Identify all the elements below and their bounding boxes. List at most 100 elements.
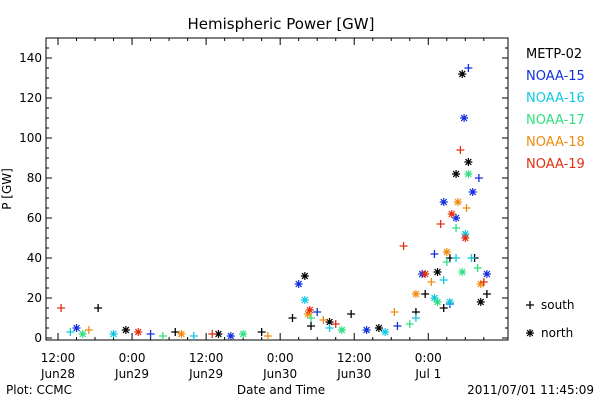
legend-entry: NOAA-16 (526, 91, 585, 106)
data-point-north (337, 326, 346, 334)
data-point-north (439, 198, 448, 206)
legend-entry: METP-02 (526, 47, 582, 62)
data-point-south (313, 308, 322, 316)
plot-frame (45, 37, 509, 341)
series-noaa-17 (78, 170, 482, 340)
data-point-south (331, 320, 340, 328)
data-point-south (430, 250, 439, 258)
data-point-south (411, 314, 420, 322)
marker-legend-symbol-south (526, 301, 534, 309)
data-point-north (300, 296, 309, 304)
x-axis: 12:00 Jun28 0:00 Jun29 12:00 Jun29 0:00 Jun30 12… (40, 38, 485, 381)
data-point-south (452, 254, 461, 262)
data-point-south (482, 290, 491, 298)
y-tick-label: 140 (19, 51, 42, 65)
x-tick-label-date: Jun30 (336, 367, 371, 381)
data-point-north (464, 170, 473, 178)
x-tick-label-date: Jun30 (262, 367, 297, 381)
data-point-north (482, 270, 491, 278)
data-point-north (460, 114, 469, 122)
data-point-north (411, 290, 420, 298)
data-point-south (456, 146, 465, 154)
data-point-south (189, 332, 198, 340)
x-tick-label-time: 0:00 (267, 351, 294, 365)
data-point-south (427, 278, 436, 286)
data-point-south (390, 308, 399, 316)
y-tick-label: 60 (27, 211, 42, 225)
data-point-south (473, 264, 482, 272)
data-point-north (464, 158, 473, 166)
data-point-south (436, 220, 445, 228)
data-point-south (146, 330, 155, 338)
data-point-south (171, 328, 180, 336)
data-point-south (467, 254, 476, 262)
data-point-south (208, 330, 217, 338)
data-point-south (347, 310, 356, 318)
data-point-south (84, 326, 93, 334)
y-tick-label: 100 (19, 131, 42, 145)
data-point-north (476, 280, 485, 288)
legend-entry: NOAA-17 (526, 113, 585, 128)
x-tick-label-time: 0:00 (415, 351, 442, 365)
marker-legend: south north (526, 298, 575, 340)
legend: METP-02 NOAA-15 NOAA-16 NOAA-17 NOAA-18 NOAA-… (526, 47, 585, 172)
data-point-north (430, 294, 439, 302)
x-tick-label-time: 0:00 (119, 351, 146, 365)
data-point-south (399, 242, 408, 250)
y-tick-label: 80 (27, 171, 42, 185)
data-point-south (319, 316, 328, 324)
y-axis: 0 20 40 60 80 100 120 140 (19, 37, 508, 345)
x-tick-label-date: Jul 1 (414, 367, 441, 381)
data-point-north (325, 318, 334, 326)
data-point-north (458, 70, 467, 78)
data-point-north (226, 332, 235, 340)
legend-entry: NOAA-18 (526, 135, 585, 150)
series-noaa-16 (66, 230, 476, 340)
data-points (57, 64, 491, 340)
x-tick-label-date: Jun28 (40, 367, 75, 381)
series-noaa-18 (84, 198, 485, 340)
data-point-north (134, 328, 143, 336)
data-point-north (362, 326, 371, 334)
legend-entry: NOAA-19 (526, 157, 585, 172)
data-point-south (307, 322, 316, 330)
x-tick-label-date: Jun29 (188, 367, 223, 381)
x-tick-label-time: 12:00 (337, 351, 372, 365)
x-tick-label-date: Jun29 (114, 367, 149, 381)
x-tick-label-time: 12:00 (189, 351, 224, 365)
data-point-south (325, 324, 334, 332)
x-tick-label-time: 12:00 (41, 351, 76, 365)
legend-entry: NOAA-15 (526, 69, 585, 84)
marker-legend-symbol-north (526, 329, 534, 337)
data-point-south (479, 278, 488, 286)
data-point-north (461, 234, 470, 242)
series-noaa-19 (57, 146, 488, 338)
x-axis-label: Date and Time (237, 383, 325, 397)
data-point-north (214, 330, 223, 338)
data-point-north (303, 310, 312, 318)
footer-plot-credit: Plot: CCMC (6, 383, 72, 397)
data-point-north (305, 306, 314, 314)
data-point-north (468, 188, 477, 196)
data-point-north (78, 330, 87, 338)
data-point-north (294, 280, 303, 288)
data-point-north (421, 270, 430, 278)
data-point-south (405, 320, 414, 328)
data-point-north (452, 214, 461, 222)
data-point-north (447, 210, 456, 218)
data-point-north (453, 198, 462, 206)
data-point-south (439, 304, 448, 312)
data-point-south (464, 64, 473, 72)
data-point-south (421, 290, 430, 298)
data-point-north (442, 248, 451, 256)
data-point-south (474, 174, 483, 182)
data-point-north (72, 324, 81, 332)
data-point-south (452, 224, 461, 232)
data-point-north (109, 330, 118, 338)
data-point-north (452, 170, 461, 178)
y-tick-label: 40 (27, 251, 42, 265)
series-metp-02 (94, 70, 491, 338)
marker-legend-label: south (541, 298, 575, 312)
chart-title: Hemispheric Power [GW] (188, 15, 375, 33)
data-point-north (121, 326, 130, 334)
